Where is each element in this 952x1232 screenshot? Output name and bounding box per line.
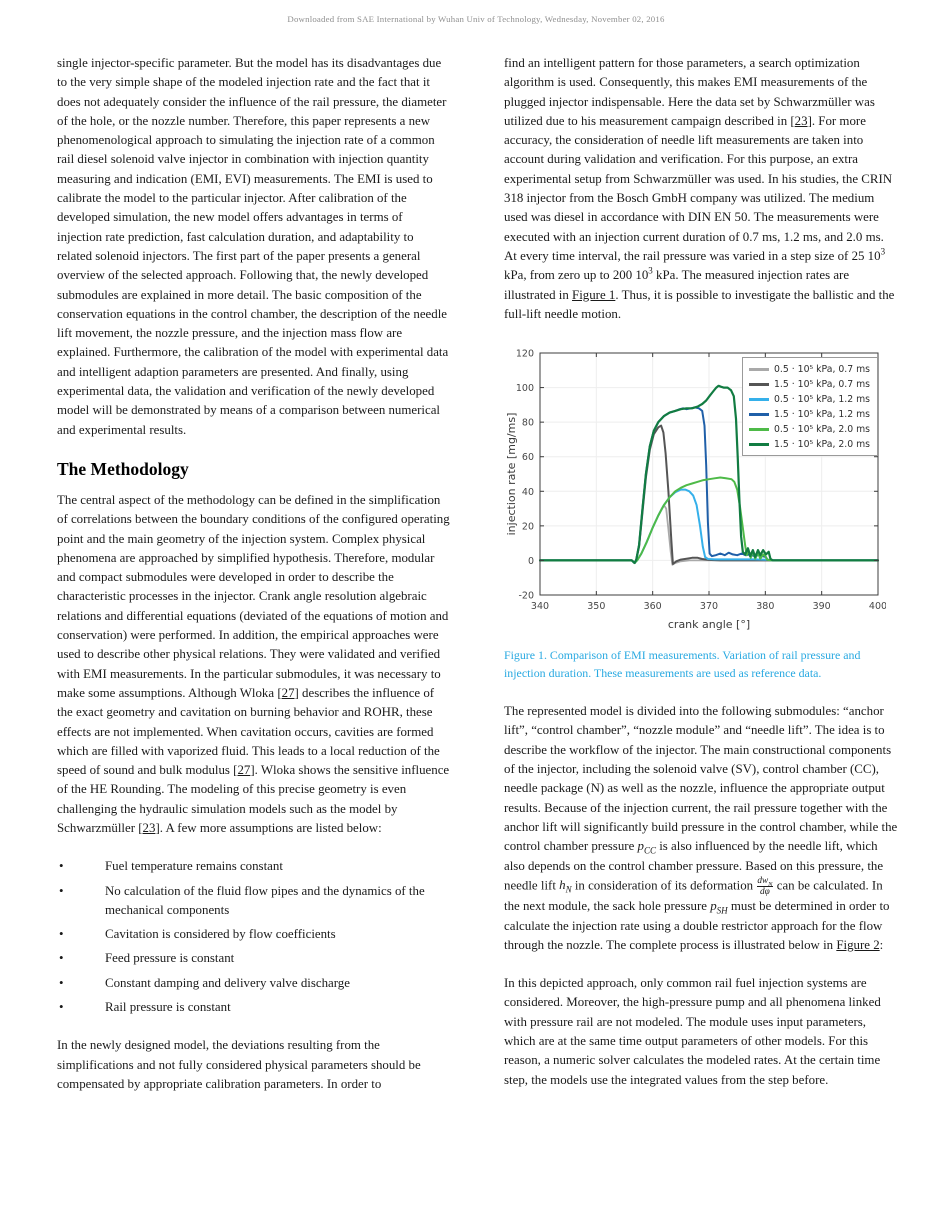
figure-2-link[interactable]: Figure 2 (836, 937, 880, 952)
svg-text:40: 40 (522, 487, 534, 498)
svg-text:0: 0 (528, 556, 534, 567)
legend-entry: 0.5 · 10⁵ kPa, 0.7 ms (749, 362, 870, 377)
svg-text:370: 370 (700, 601, 718, 612)
bullet-icon: • (59, 951, 64, 966)
assumption-text: Rail pressure is constant (105, 1000, 231, 1015)
paragraph: The central aspect of the methodology ca… (57, 492, 450, 835)
assumption-item: • Feed pressure is constant (57, 949, 450, 968)
ref-23-link[interactable]: 23 (794, 113, 808, 128)
svg-text:injection rate [mg/ms]: injection rate [mg/ms] (505, 413, 518, 536)
bullet-icon: • (59, 1000, 64, 1015)
assumption-text: Constant damping and delivery valve disc… (105, 975, 350, 990)
svg-text:390: 390 (813, 601, 831, 612)
bullet-icon: • (59, 859, 64, 874)
legend-line-sample (749, 428, 770, 432)
assumption-item: • No calculation of the fluid flow pipes … (57, 882, 450, 921)
svg-text:360: 360 (644, 601, 662, 612)
paragraph: In the newly designed model, the deviati… (57, 1038, 421, 1091)
figure-1-caption: Figure 1. Comparison of EMI measurements… (504, 648, 861, 680)
svg-text:crank angle [°]: crank angle [°] (668, 618, 750, 631)
assumption-item: • Fuel temperature remains constant (57, 857, 450, 876)
svg-text:380: 380 (756, 601, 774, 612)
legend-label: 1.5 · 10⁵ kPa, 0.7 ms (774, 379, 870, 391)
legend-entry: 1.5 · 10⁵ kPa, 2.0 ms (749, 437, 870, 452)
left-column: single injector-specific parameter. But … (57, 54, 450, 1113)
paragraph: In this depicted approach, only common r… (504, 976, 881, 1087)
figure-1-link[interactable]: Figure 1 (572, 287, 616, 302)
paragraph: single injector-specific parameter. But … (57, 56, 449, 437)
paragraph: The represented model is divided into th… (504, 704, 898, 952)
svg-text:-20: -20 (518, 591, 534, 602)
bullet-icon: • (59, 883, 64, 898)
ref-27-link[interactable]: 27 (237, 763, 251, 778)
legend-label: 0.5 · 10⁵ kPa, 2.0 ms (774, 424, 870, 436)
legend-entry: 0.5 · 10⁵ kPa, 1.2 ms (749, 392, 870, 407)
svg-text:100: 100 (516, 383, 534, 394)
assumption-text: No calculation of the fluid flow pipes a… (105, 883, 425, 917)
svg-text:400: 400 (869, 601, 886, 612)
section-heading-methodology: The Methodology (57, 458, 189, 479)
ref-23-link[interactable]: 23 (142, 820, 156, 835)
assumption-text: Fuel temperature remains constant (105, 859, 283, 874)
assumption-item: • Cavitation is considered by flow coeffi… (57, 925, 450, 944)
paragraph: find an intelligent pattern for those pa… (504, 56, 895, 321)
svg-text:350: 350 (587, 601, 605, 612)
svg-text:120: 120 (516, 349, 534, 360)
assumptions-list: • Fuel temperature remains constant • No ca… (57, 857, 450, 1017)
figure-1-block: 340 350 360 370 380 390 400 -20 0 20 40 60 80 100 120 c… (504, 343, 898, 635)
bullet-icon: • (59, 927, 64, 942)
figure-1-chart: 340 350 360 370 380 390 400 -20 0 20 40 60 80 100 120 c… (504, 343, 886, 635)
ref-27-link[interactable]: 27 (281, 685, 295, 700)
legend-entry: 1.5 · 10⁵ kPa, 0.7 ms (749, 377, 870, 392)
legend-entry: 1.5 · 10⁵ kPa, 1.2 ms (749, 407, 870, 422)
legend-label: 0.5 · 10⁵ kPa, 1.2 ms (774, 394, 870, 406)
svg-text:80: 80 (522, 418, 534, 429)
right-column: find an intelligent pattern for those pa… (504, 54, 898, 1109)
bullet-icon: • (59, 975, 64, 990)
legend-label: 0.5 · 10⁵ kPa, 0.7 ms (774, 364, 870, 376)
legend-entry: 0.5 · 10⁵ kPa, 2.0 ms (749, 422, 870, 437)
svg-text:20: 20 (522, 522, 534, 533)
svg-text:60: 60 (522, 452, 534, 463)
chart-legend: 0.5 · 10⁵ kPa, 0.7 ms 1.5 · 10⁵ kPa, 0.7 … (742, 357, 878, 457)
legend-line-sample (749, 443, 770, 447)
legend-line-sample (749, 383, 770, 387)
legend-line-sample (749, 398, 770, 402)
legend-line-sample (749, 368, 770, 372)
svg-text:340: 340 (531, 601, 549, 612)
legend-label: 1.5 · 10⁵ kPa, 2.0 ms (774, 439, 870, 451)
legend-label: 1.5 · 10⁵ kPa, 1.2 ms (774, 409, 870, 421)
assumption-item: • Constant damping and delivery valve dis… (57, 974, 450, 993)
download-watermark: Downloaded from SAE International by Wuh… (287, 14, 665, 24)
assumption-text: Feed pressure is constant (105, 951, 235, 966)
legend-line-sample (749, 413, 770, 417)
assumption-text: Cavitation is considered by flow coeffic… (105, 927, 336, 942)
assumption-item: • Rail pressure is constant (57, 998, 450, 1017)
